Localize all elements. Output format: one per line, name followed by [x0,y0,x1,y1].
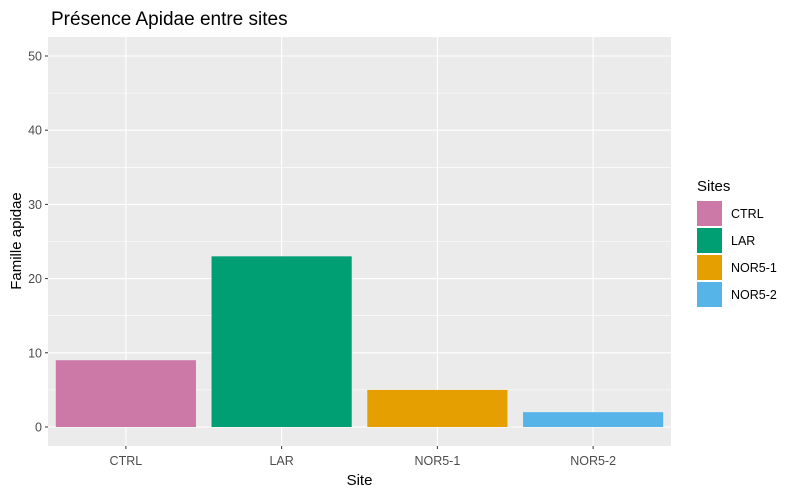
legend-items: CTRL LAR NOR5-1 NOR5-2 [697,201,777,307]
legend-title: Sites [697,178,730,195]
legend-key [697,228,722,253]
legend: Sites CTRL LAR NOR5-1 NOR5-2 [697,178,777,307]
y-axis-title: Famille apidae [8,192,25,290]
y-tick-label: 50 [28,50,42,64]
bar-nor5-1 [367,389,508,427]
y-tick-label: 20 [28,272,42,286]
x-tick-label: NOR5-2 [570,454,616,468]
bar-lar [211,256,352,427]
legend-label: NOR5-2 [731,288,777,302]
legend-key [697,201,722,226]
bar-nor5-2 [523,412,664,427]
y-axis: 0 10 20 30 40 50 [28,50,48,435]
x-tick-label: NOR5-1 [414,454,460,468]
y-tick-label: 30 [28,198,42,212]
y-tick-label: 0 [35,421,42,435]
legend-label: LAR [731,234,755,248]
legend-label: CTRL [731,207,764,221]
legend-key [697,282,722,307]
bar-ctrl [55,360,196,427]
y-tick-label: 40 [28,124,42,138]
x-axis: CTRL LAR NOR5-1 NOR5-2 [110,446,616,468]
grid-major [48,37,671,446]
bars [55,256,664,427]
x-tick-label: LAR [269,454,293,468]
legend-label: NOR5-1 [731,261,777,275]
y-tick-label: 10 [28,346,42,360]
chart-title: Présence Apidae entre sites [51,9,288,30]
x-tick-label: CTRL [110,454,143,468]
x-axis-title: Site [347,472,373,489]
legend-key [697,255,722,280]
